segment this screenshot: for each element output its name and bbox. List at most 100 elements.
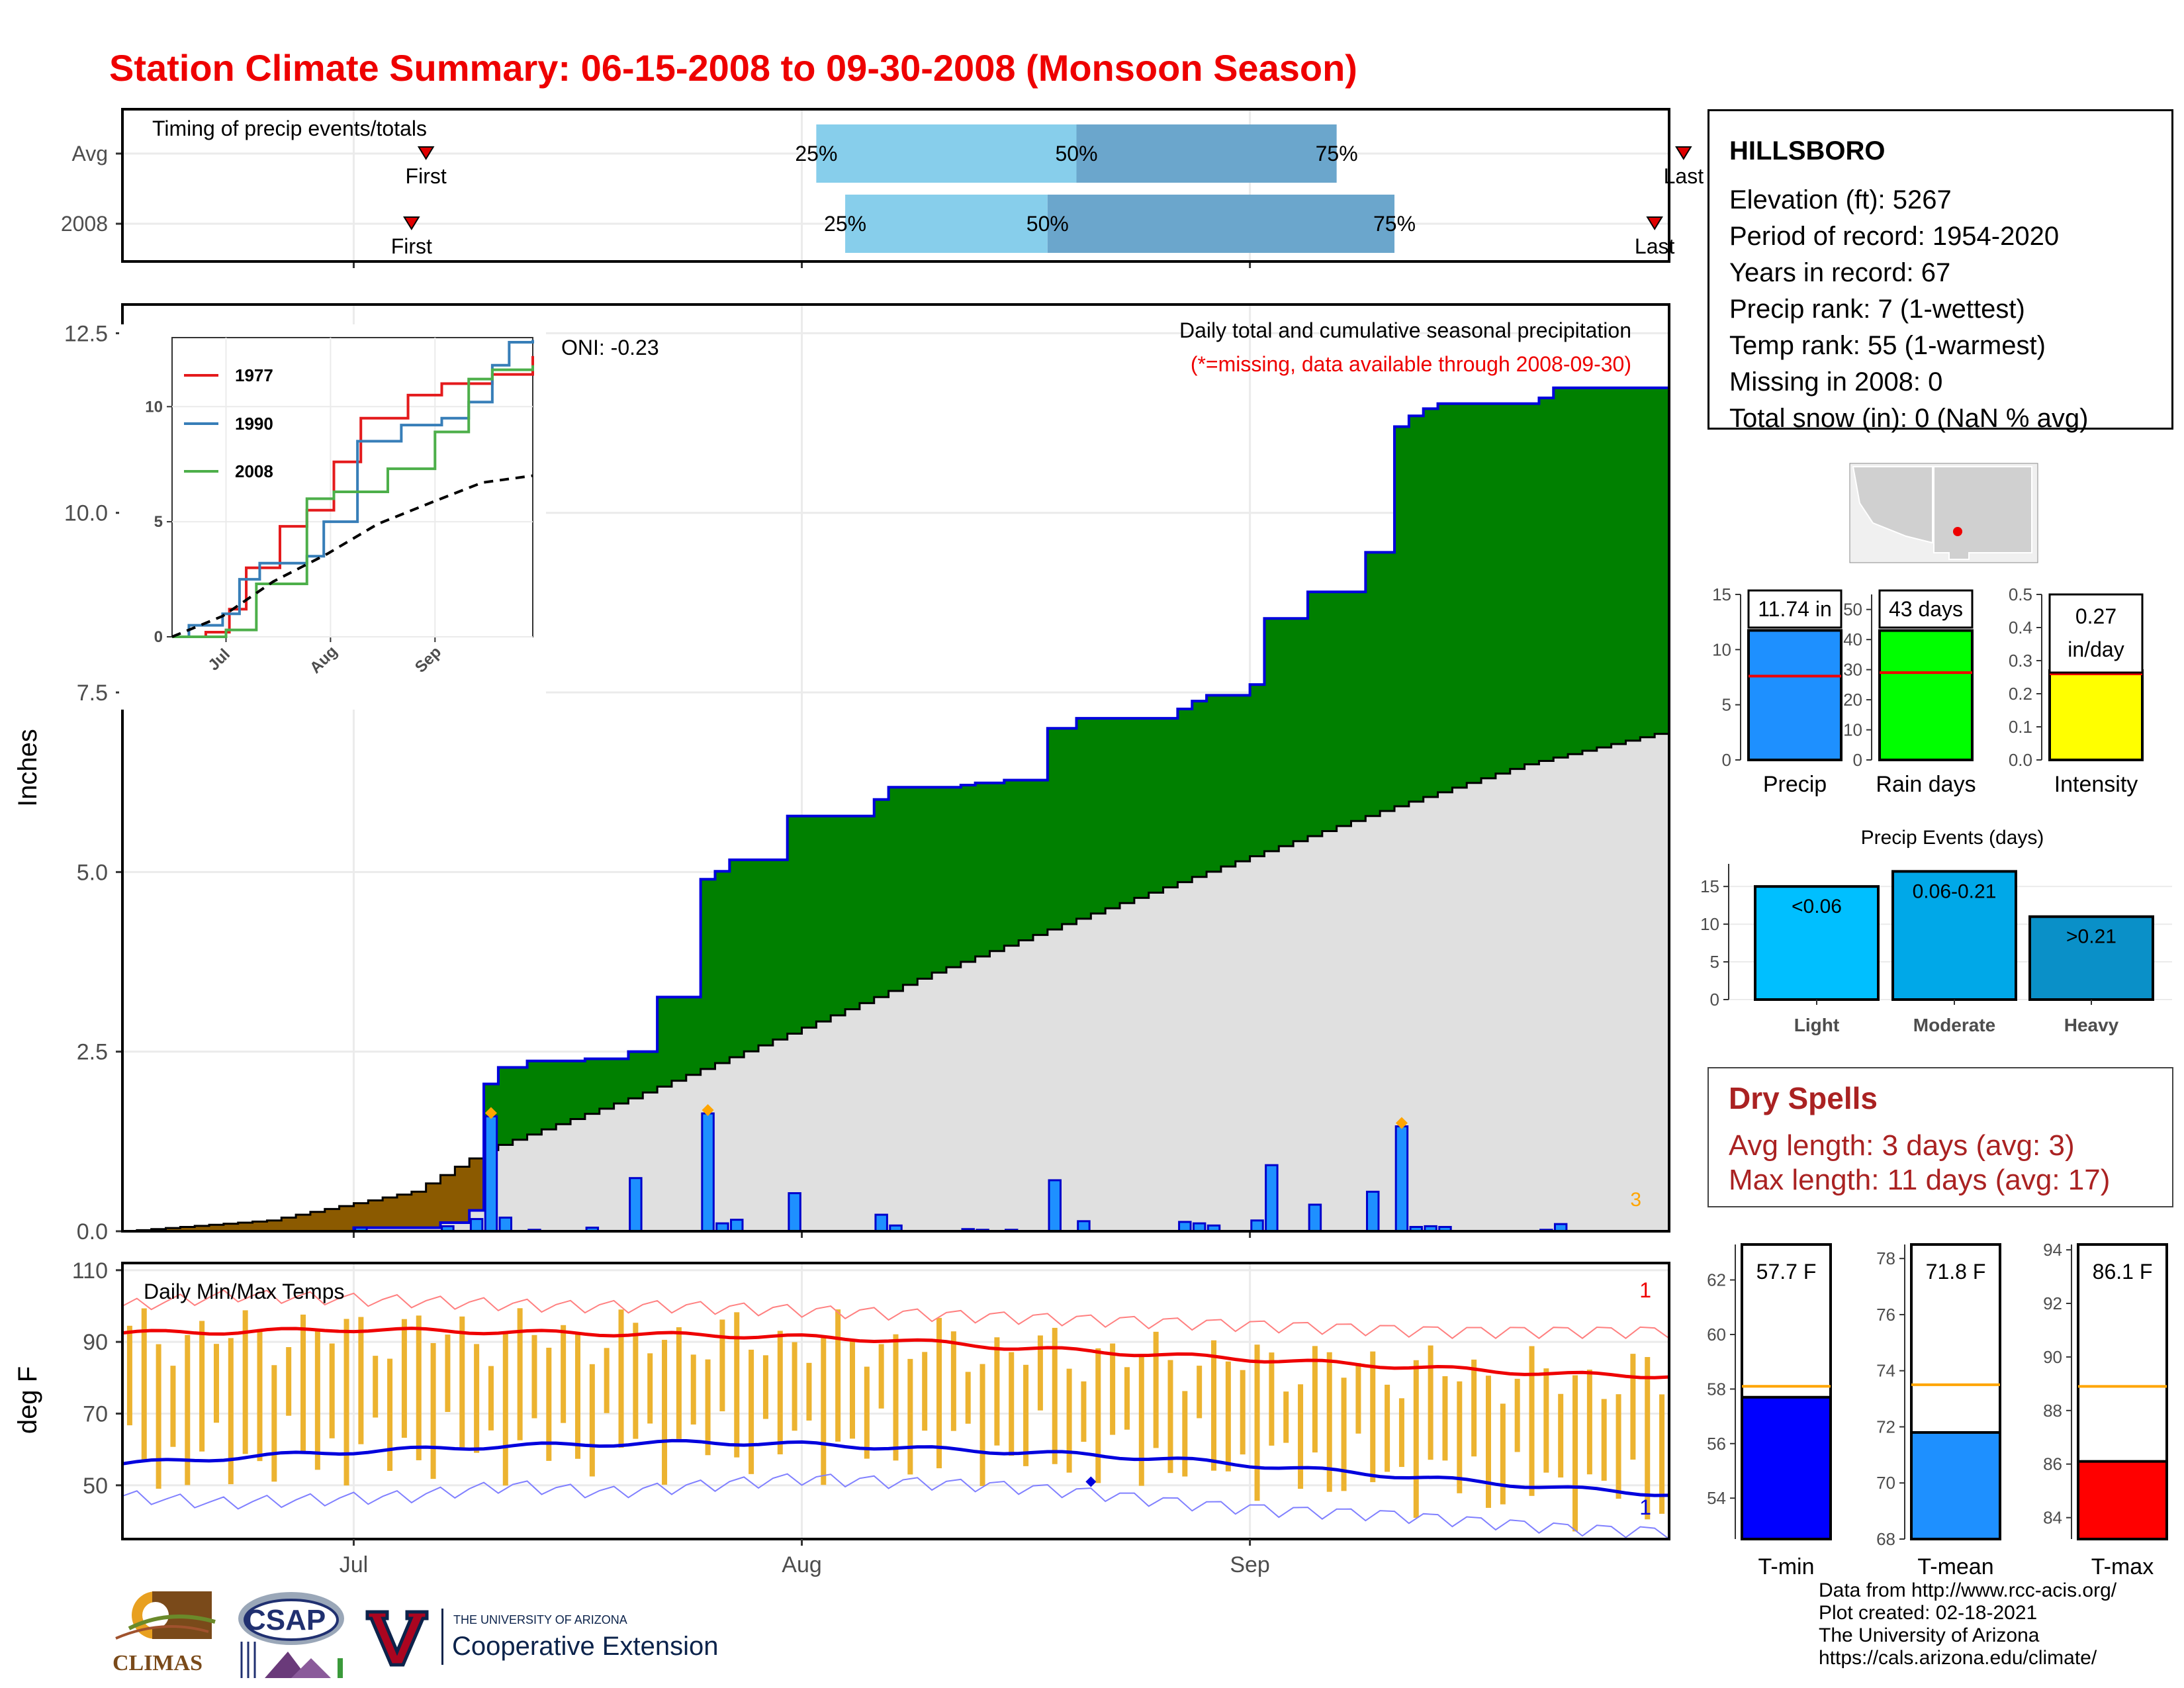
university-divider — [441, 1609, 443, 1665]
events-ytick-label: 0 — [1710, 990, 1719, 1009]
timing-q50-q75-bar — [1047, 195, 1395, 253]
daily-temp-range-bar — [401, 1319, 407, 1438]
daily-temp-range-bar — [734, 1312, 740, 1458]
daily-temp-range-bar — [1645, 1357, 1651, 1520]
timing-quantile-label: 75% — [1373, 212, 1416, 236]
daily-precip-bar — [1308, 1203, 1322, 1233]
main-ytick-label: 7.5 — [77, 680, 108, 706]
event-bar-label: Light — [1794, 1015, 1839, 1035]
daily-temp-range-bar — [835, 1309, 841, 1442]
last-event-marker — [1675, 146, 1692, 160]
temp-bar-ytick-label: 70 — [1876, 1473, 1895, 1493]
daily-temp-range-bar — [1341, 1378, 1347, 1491]
dry-spells-panel: Dry Spells Avg length: 3 days (avg: 3) M… — [1707, 1067, 2173, 1207]
daily-temp-range-bar — [141, 1308, 147, 1462]
daily-temp-range-bar — [1572, 1375, 1578, 1532]
page-title: Station Climate Summary: 06-15-2008 to 0… — [109, 47, 1357, 89]
daily-temp-range-bar — [1167, 1360, 1173, 1474]
mini-bar — [1878, 629, 1974, 762]
station-info-panel: HILLSBORO Elevation (ft): 5267 Period of… — [1707, 109, 2173, 433]
main-ytick-label: 5.0 — [77, 860, 108, 885]
events-ytick-label: 15 — [1700, 876, 1719, 896]
inset-ytick-label: 0 — [154, 628, 163, 646]
daily-temp-range-bar — [1052, 1327, 1058, 1464]
daily-temp-range-bar — [574, 1333, 580, 1459]
daily-temp-range-bar — [459, 1316, 465, 1448]
mini-bar-ytick-label: 15 — [1712, 585, 1731, 604]
daily-precip-bar — [1394, 1125, 1409, 1233]
inset-legend-label: 2008 — [235, 461, 273, 481]
daily-precip-bar — [484, 1115, 498, 1233]
temp-bar-ytick-label: 76 — [1876, 1305, 1895, 1325]
credits-block: Data from http://www.rcc-acis.org/ Plot … — [1819, 1579, 2116, 1669]
mini-bar-label: Precip — [1763, 772, 1827, 797]
daily-precip-bar — [1077, 1220, 1091, 1233]
daily-temp-range-bar — [762, 1355, 768, 1419]
locator-map-new-mexico — [1933, 466, 2032, 560]
temp-panel-border — [121, 1262, 1670, 1540]
daily-temp-range-bar — [1457, 1381, 1463, 1493]
daily-temp-range-bar — [1211, 1340, 1217, 1471]
timing-row-label: 2008 — [61, 212, 108, 236]
inset-series-line — [172, 365, 534, 638]
daily-temp-range-bar — [242, 1310, 248, 1454]
daily-temp-range-bar — [329, 1343, 335, 1438]
record-low-count: 1 — [1639, 1495, 1651, 1519]
mini-bar-ytick-label: 0.2 — [2009, 684, 2032, 704]
credit-line-university: The University of Arizona — [1819, 1624, 2040, 1646]
daily-temp-range-bar — [633, 1323, 639, 1439]
locator-map-arizona — [1852, 466, 1933, 544]
station-snow: Total snow (in): 0 (NaN % avg) — [1729, 404, 2089, 433]
mini-bar-ytick-label: 0.1 — [2009, 717, 2032, 737]
daily-temp-range-bar — [502, 1333, 508, 1486]
timing-quantile-label: 50% — [1026, 212, 1069, 236]
temp-ytick-label: 110 — [72, 1258, 108, 1284]
daily-temp-range-bar — [1066, 1368, 1072, 1473]
daily-temp-range-bar — [1413, 1360, 1419, 1518]
event-bar-range: <0.06 — [1792, 896, 1842, 917]
daily-temp-range-bar — [1442, 1376, 1448, 1461]
daily-precip-bar — [1178, 1221, 1192, 1233]
x-axis-tick-label: Sep — [1230, 1552, 1270, 1577]
daily-temp-range-bar — [1023, 1364, 1029, 1466]
daily-temp-range-bar — [286, 1347, 292, 1416]
temp-bar-ytick-label: 86 — [2043, 1454, 2062, 1474]
mini-bar-ytick-label: 30 — [1843, 660, 1862, 680]
below-avg-area — [136, 1158, 484, 1231]
daily-temp-range-bar — [1081, 1381, 1087, 1442]
daily-precip-bar — [1366, 1190, 1380, 1233]
daily-temp-range-bar — [936, 1317, 942, 1469]
station-years: Years in record: 67 — [1729, 258, 1951, 287]
daily-temp-range-bar — [1601, 1399, 1607, 1481]
daily-temp-range-bar — [1659, 1394, 1665, 1514]
heavy-event-marker — [702, 1104, 714, 1117]
inset-ytick-label: 5 — [154, 513, 163, 531]
daily-temp-range-bar — [271, 1365, 277, 1482]
daily-temp-range-bar — [1269, 1352, 1275, 1446]
daily-precip-bar — [874, 1213, 888, 1233]
station-name: HILLSBORO — [1729, 136, 1886, 165]
main-ytick-label: 10.0 — [64, 501, 108, 526]
temp-bar-ytick-label: 92 — [2043, 1293, 2062, 1313]
mini-bar-ytick-label: 0.3 — [2009, 651, 2032, 671]
temp-bar-ytick-label: 56 — [1707, 1434, 1726, 1454]
daily-temp-range-bar — [1529, 1346, 1535, 1496]
dry-spells-title: Dry Spells — [1729, 1081, 1878, 1115]
daily-temp-range-bar — [705, 1359, 711, 1456]
credit-line-url: https://cals.arizona.edu/climate/ — [1819, 1647, 2097, 1669]
temp-bar-ytick-label: 68 — [1876, 1529, 1895, 1549]
oni-label: ONI: -0.23 — [561, 336, 659, 359]
daily-temp-range-bar — [1500, 1403, 1506, 1505]
daily-temp-range-bar — [690, 1354, 696, 1425]
daily-temp-range-bar — [1428, 1345, 1433, 1460]
daily-precip-bar — [1048, 1179, 1062, 1233]
x-axis-tick-label: Aug — [782, 1552, 822, 1577]
temp-bar-ytick-label: 62 — [1707, 1270, 1726, 1290]
timing-row-label: Avg — [71, 142, 108, 165]
mini-bar-ytick-label: 0.4 — [2009, 618, 2032, 637]
daily-temp-range-bar — [300, 1314, 306, 1452]
main-ytick-label: 0.0 — [77, 1219, 108, 1244]
daily-temp-range-bar — [1370, 1351, 1376, 1483]
first-event-marker — [417, 146, 435, 160]
